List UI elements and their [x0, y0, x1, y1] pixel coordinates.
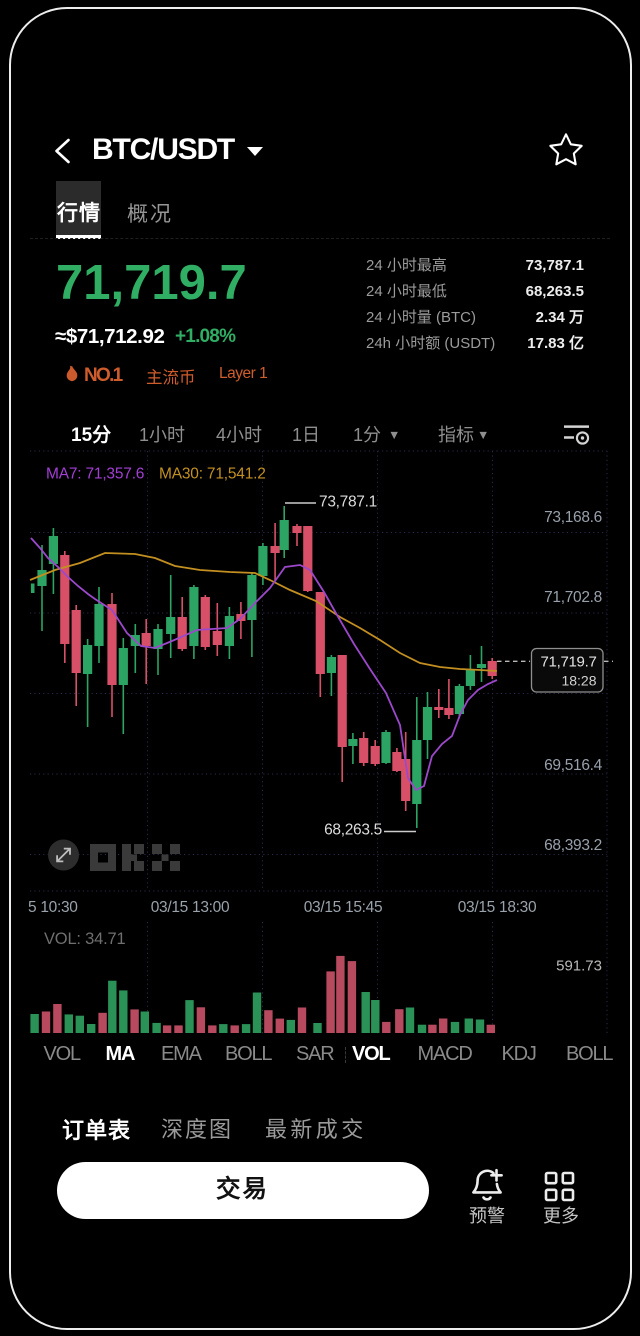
svg-text:69,516.4: 69,516.4	[544, 757, 603, 774]
svg-text:71,719.7: 71,719.7	[541, 654, 597, 671]
svg-text:5 10:30: 5 10:30	[28, 899, 78, 916]
svg-text:591.73: 591.73	[556, 958, 602, 975]
svg-text:VOL: 34.71: VOL: 34.71	[44, 930, 125, 948]
svg-text:MA7: 71,357.6: MA7: 71,357.6	[46, 466, 144, 483]
svg-text:18:28: 18:28	[561, 673, 596, 689]
svg-text:73,168.6: 73,168.6	[544, 509, 602, 526]
svg-text:73,787.1: 73,787.1	[319, 494, 377, 511]
svg-text:03/15 13:00: 03/15 13:00	[151, 899, 230, 916]
svg-text:71,702.8: 71,702.8	[544, 589, 602, 606]
svg-text:68,263.5: 68,263.5	[324, 822, 382, 839]
svg-text:MA30: 71,541.2: MA30: 71,541.2	[159, 466, 266, 483]
svg-text:03/15 18:30: 03/15 18:30	[458, 899, 537, 916]
svg-text:68,393.2: 68,393.2	[544, 837, 602, 854]
svg-text:03/15 15:45: 03/15 15:45	[304, 899, 383, 916]
